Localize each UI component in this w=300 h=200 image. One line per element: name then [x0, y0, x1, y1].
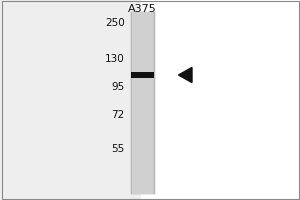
Text: 72: 72 [111, 110, 124, 120]
Text: 95: 95 [111, 82, 124, 92]
Bar [131, 72, 154, 78]
Bar [132, 12, 153, 194]
Text: 55: 55 [111, 144, 124, 154]
Bar [0, 0, 141, 200]
Text: A375: A375 [128, 4, 157, 14]
Text: 250: 250 [105, 18, 124, 28]
Polygon shape [178, 67, 192, 83]
Bar [130, 12, 154, 194]
Text: 130: 130 [105, 54, 124, 64]
